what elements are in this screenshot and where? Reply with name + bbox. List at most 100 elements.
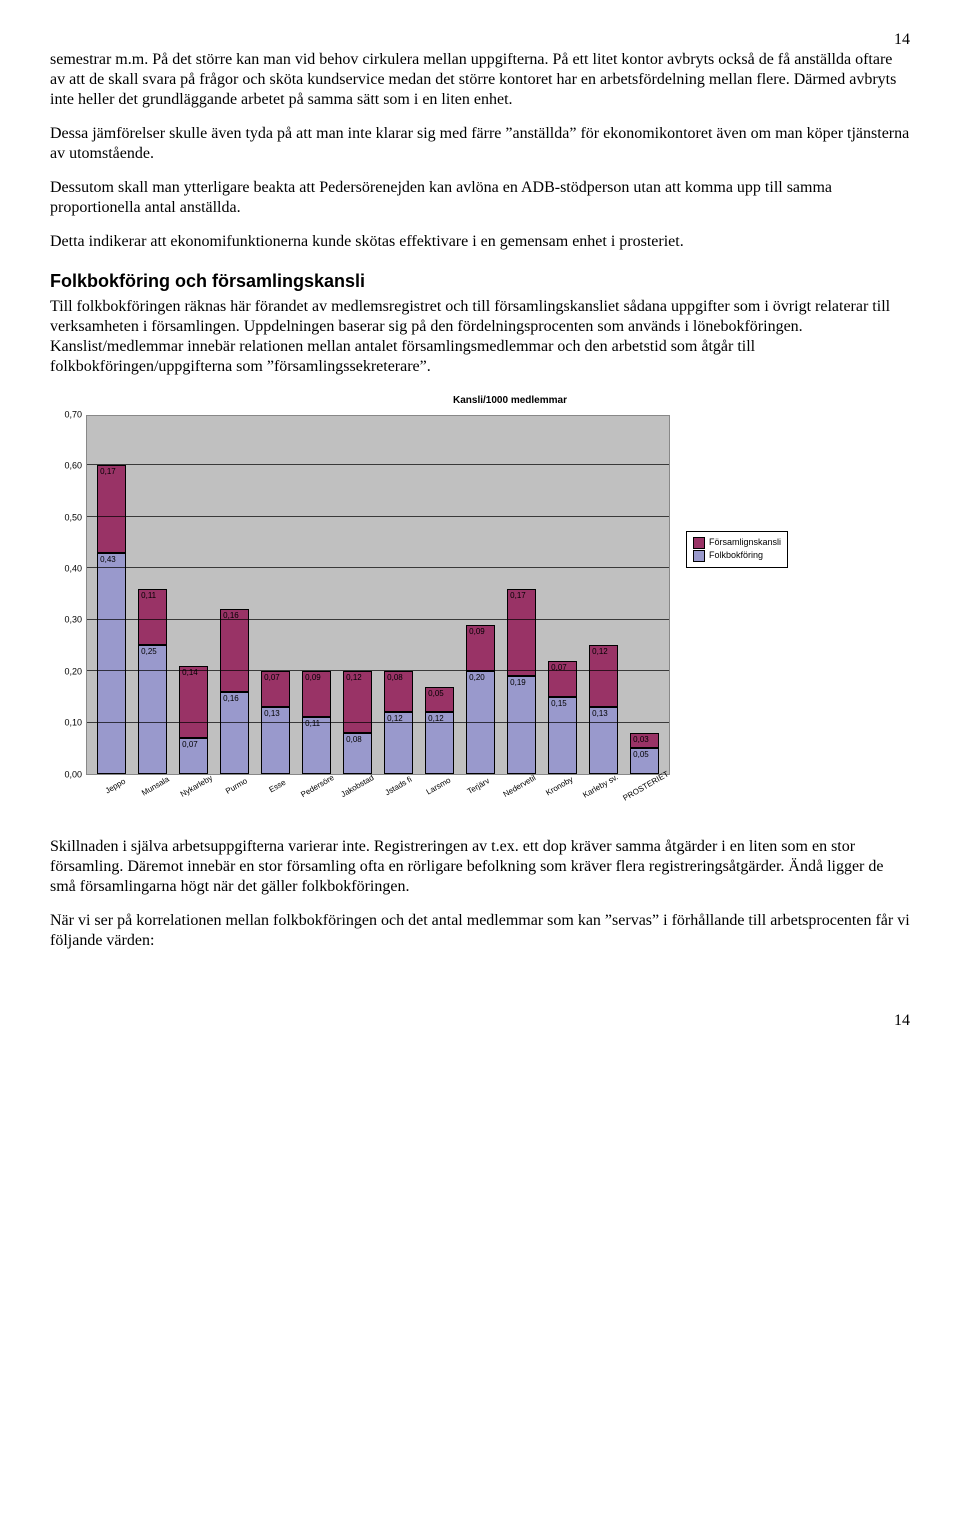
bar-value-forsamlingskansli: 0,17: [510, 591, 526, 601]
bar-segment-folkbokforing: 0,43: [97, 553, 126, 774]
paragraph-7: När vi ser på korrelationen mellan folkb…: [50, 911, 910, 951]
y-tick-label: 0,30: [64, 615, 82, 626]
bar-segment-forsamlingskansli: 0,09: [466, 625, 495, 671]
bar-slot: 0,07 0,13: [255, 416, 296, 774]
legend-item-kansli: Församlignskansli: [693, 537, 781, 549]
stacked-bar: 0,11 0,25: [138, 589, 167, 774]
y-tick-label: 0,10: [64, 718, 82, 729]
stacked-bar: 0,14 0,07: [179, 666, 208, 774]
bar-segment-forsamlingskansli: 0,17: [97, 465, 126, 552]
y-tick-label: 0,00: [64, 769, 82, 780]
bar-value-folkbokforing: 0,08: [346, 735, 362, 745]
bar-slot: 0,03 0,05: [624, 416, 665, 774]
bar-value-folkbokforing: 0,16: [223, 694, 239, 704]
bar-group: 0,17 0,43 0,11 0,25 0,14 0,07 0,16 0,16 0,07 0,13…: [87, 416, 669, 774]
bar-segment-forsamlingskansli: 0,07: [261, 671, 290, 707]
stacked-bar: 0,16 0,16: [220, 609, 249, 774]
gridline: [87, 567, 669, 568]
stacked-bar: 0,17 0,19: [507, 589, 536, 774]
bar-segment-forsamlingskansli: 0,12: [589, 645, 618, 707]
bar-value-folkbokforing: 0,13: [592, 709, 608, 719]
bar-segment-forsamlingskansli: 0,03: [630, 733, 659, 748]
bar-segment-folkbokforing: 0,16: [220, 692, 249, 774]
stacked-bar: 0,09 0,20: [466, 625, 495, 774]
bar-value-folkbokforing: 0,19: [510, 678, 526, 688]
bar-value-forsamlingskansli: 0,09: [305, 673, 321, 683]
gridline: [87, 516, 669, 517]
bar-segment-folkbokforing: 0,13: [589, 707, 618, 774]
bar-slot: 0,12 0,08: [337, 416, 378, 774]
y-tick-label: 0,60: [64, 461, 82, 472]
bar-slot: 0,14 0,07: [173, 416, 214, 774]
legend-item-folkbok: Folkbokföring: [693, 550, 781, 562]
stacked-bar: 0,12 0,08: [343, 671, 372, 774]
gridline: [87, 670, 669, 671]
bar-slot: 0,17 0,43: [91, 416, 132, 774]
bar-segment-forsamlingskansli: 0,12: [343, 671, 372, 733]
bar-value-forsamlingskansli: 0,03: [633, 735, 649, 745]
legend-swatch-folkbok: [693, 550, 705, 562]
bar-value-folkbokforing: 0,15: [551, 699, 567, 709]
bar-slot: 0,17 0,19: [501, 416, 542, 774]
y-axis: 0,000,100,200,300,400,500,600,70: [50, 415, 86, 775]
bar-segment-folkbokforing: 0,19: [507, 676, 536, 774]
bar-segment-forsamlingskansli: 0,07: [548, 661, 577, 697]
bar-segment-forsamlingskansli: 0,08: [384, 671, 413, 712]
bar-segment-forsamlingskansli: 0,16: [220, 609, 249, 691]
bar-value-forsamlingskansli: 0,16: [223, 611, 239, 621]
page-number-bottom: 14: [50, 1011, 910, 1031]
bar-slot: 0,16 0,16: [214, 416, 255, 774]
bar-segment-forsamlingskansli: 0,17: [507, 589, 536, 676]
bar-value-folkbokforing: 0,20: [469, 673, 485, 683]
bar-value-forsamlingskansli: 0,07: [551, 663, 567, 673]
bar-value-folkbokforing: 0,05: [633, 750, 649, 760]
y-tick-label: 0,70: [64, 409, 82, 420]
gridline: [87, 722, 669, 723]
bar-segment-folkbokforing: 0,13: [261, 707, 290, 774]
chart-plot: 0,000,100,200,300,400,500,600,70 0,170,4…: [50, 415, 670, 823]
paragraph-4: Detta indikerar att ekonomifunktionerna …: [50, 232, 910, 252]
page-number-top: 14: [50, 30, 910, 50]
bar-slot: 0,09 0,20: [460, 416, 501, 774]
bar-segment-forsamlingskansli: 0,14: [179, 666, 208, 738]
stacked-bar: 0,080,12: [384, 671, 413, 774]
bar-slot: 0,090,11: [296, 416, 337, 774]
bar-value-forsamlingskansli: 0,17: [100, 467, 116, 477]
bar-segment-folkbokforing: 0,25: [138, 645, 167, 774]
bar-value-forsamlingskansli: 0,11: [141, 591, 156, 601]
bar-segment-forsamlingskansli: 0,05: [425, 687, 454, 713]
bar-value-folkbokforing: 0,25: [141, 647, 157, 657]
paragraph-1: semestrar m.m. På det större kan man vid…: [50, 50, 910, 110]
x-axis: JeppoMunsalaNykarlebyPurmoEssePedersöreJ…: [86, 775, 670, 823]
bar-value-forsamlingskansli: 0,12: [592, 647, 608, 657]
plot-area: 0,17 0,43 0,11 0,25 0,14 0,07 0,16 0,16 0,07 0,13…: [86, 415, 670, 775]
gridline: [87, 464, 669, 465]
stacked-bar: 0,090,11: [302, 671, 331, 774]
bar-slot: 0,11 0,25: [132, 416, 173, 774]
bar-value-forsamlingskansli: 0,05: [428, 689, 444, 699]
bar-value-folkbokforing: 0,43: [100, 555, 116, 565]
paragraph-2: Dessa jämförelser skulle även tyda på at…: [50, 124, 910, 164]
legend-label-kansli: Församlignskansli: [709, 537, 781, 548]
legend-label-folkbok: Folkbokföring: [709, 550, 763, 561]
bar-slot: 0,12 0,13: [583, 416, 624, 774]
bar-value-folkbokforing: 0,07: [182, 740, 198, 750]
bar-segment-folkbokforing: 0,20: [466, 671, 495, 774]
y-tick-label: 0,50: [64, 512, 82, 523]
chart-title: Kansli/1000 medlemmar: [50, 395, 910, 408]
bar-slot: 0,07 0,15: [542, 416, 583, 774]
bar-slot: 0,080,12: [378, 416, 419, 774]
chart-legend: Församlignskansli Folkbokföring: [686, 531, 788, 568]
bar-slot: 0,050,12: [419, 416, 460, 774]
y-tick-label: 0,40: [64, 564, 82, 575]
paragraph-5: Till folkbokföringen räknas här förandet…: [50, 297, 910, 377]
stacked-bar: 0,07 0,15: [548, 661, 577, 774]
bar-value-forsamlingskansli: 0,12: [346, 673, 362, 683]
chart-container: Kansli/1000 medlemmar 0,00 0,10 0,20 0,30 0,…: [50, 395, 910, 824]
y-tick-label: 0,20: [64, 667, 82, 678]
bar-value-forsamlingskansli: 0,07: [264, 673, 280, 683]
bar-segment-forsamlingskansli: 0,09: [302, 671, 331, 717]
legend-swatch-kansli: [693, 537, 705, 549]
bar-value-folkbokforing: 0,13: [264, 709, 280, 719]
bar-value-forsamlingskansli: 0,09: [469, 627, 485, 637]
